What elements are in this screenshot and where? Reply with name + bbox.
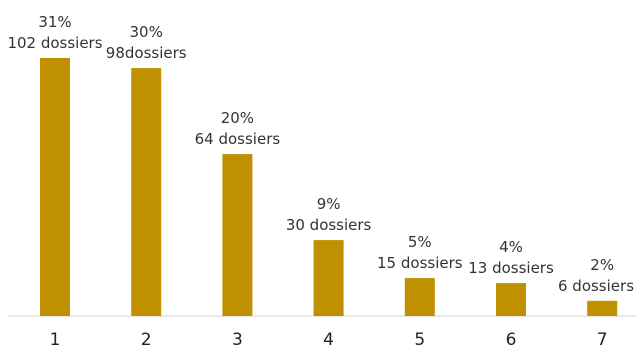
bars-group xyxy=(40,58,618,316)
data-label-count-6: 13 dossiers xyxy=(468,259,554,277)
data-labels-group: 31% 102 dossiers 30% 98dossiers 20% 64 dossie… xyxy=(7,13,634,295)
data-label-percent-2: 30% xyxy=(130,23,163,41)
x-tick-label-1: 1 xyxy=(50,330,61,350)
x-tick-label-6: 6 xyxy=(506,330,517,350)
data-label-count-4: 30 dossiers xyxy=(286,216,372,234)
data-label-percent-4: 9% xyxy=(317,195,341,213)
bar-6 xyxy=(496,283,526,316)
bar-5 xyxy=(404,278,435,316)
x-tick-label-5: 5 xyxy=(414,330,425,350)
bar-7 xyxy=(587,300,618,316)
bar-4 xyxy=(313,240,344,316)
data-label-count-3: 64 dossiers xyxy=(195,130,281,148)
data-label-percent-1: 31% xyxy=(38,13,71,31)
data-label-percent-5: 5% xyxy=(408,233,432,251)
x-tick-labels-group: 1 2 3 4 5 6 7 xyxy=(50,330,608,350)
data-label-percent-3: 20% xyxy=(221,109,254,127)
data-label-count-1: 102 dossiers xyxy=(7,34,102,52)
data-label-percent-7: 2% xyxy=(590,256,614,274)
bar-1 xyxy=(40,58,70,316)
data-label-count-5: 15 dossiers xyxy=(377,254,463,272)
data-label-count-2: 98dossiers xyxy=(106,44,187,62)
data-label-count-7: 6 dossiers xyxy=(558,277,634,295)
bar-3 xyxy=(222,154,253,316)
data-label-percent-6: 4% xyxy=(499,238,523,256)
x-tick-label-3: 3 xyxy=(232,330,243,350)
x-tick-label-2: 2 xyxy=(141,330,152,350)
x-tick-label-4: 4 xyxy=(323,330,334,350)
bar-2 xyxy=(131,68,162,316)
x-tick-label-7: 7 xyxy=(597,330,608,350)
